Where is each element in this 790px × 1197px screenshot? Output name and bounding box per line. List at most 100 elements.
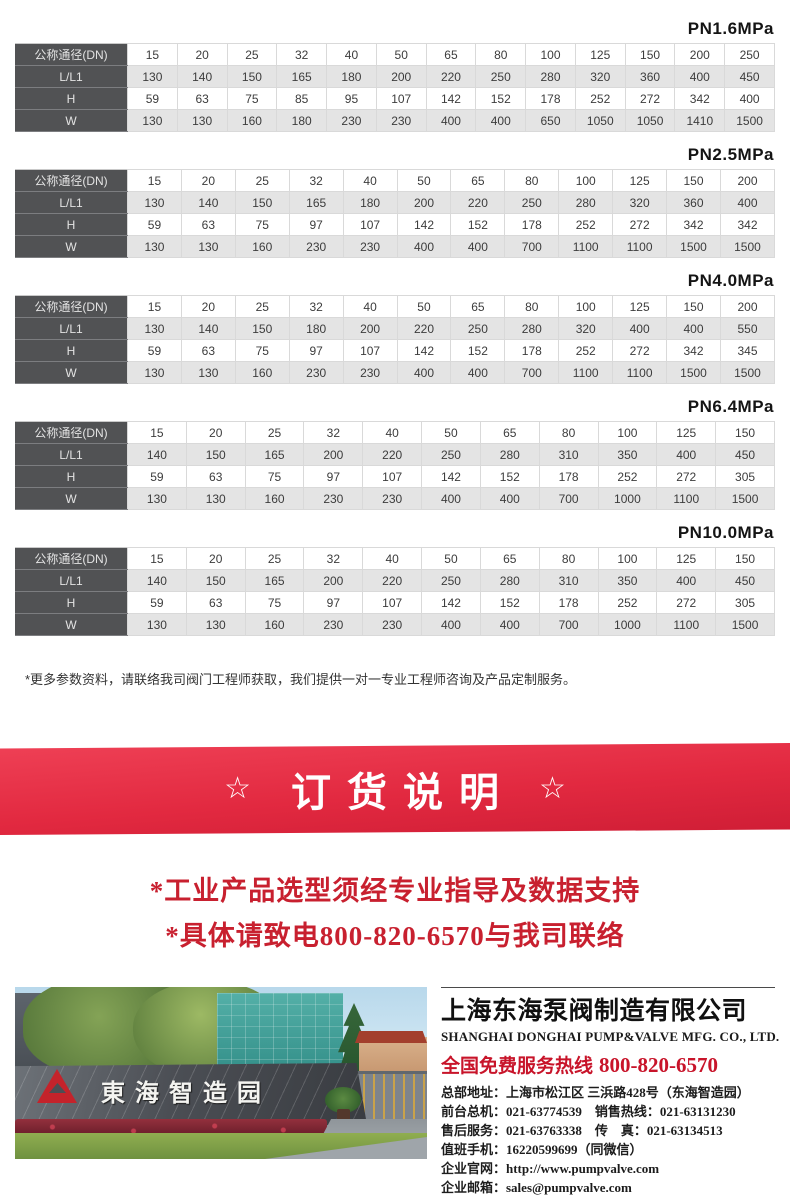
table-cell: 32: [288, 295, 344, 318]
table-cell: 125: [656, 547, 717, 570]
table-cell: 130: [127, 191, 182, 214]
table-cell: 80: [538, 421, 599, 444]
table-row: W 130 130 160 230 230 400 400 700 1100 1100 1500 150…: [15, 235, 776, 258]
table-cell: 400: [450, 361, 506, 384]
table-cell: 142: [396, 213, 452, 236]
warning-line: *工业产品选型须经专业指导及数据支持: [149, 876, 641, 906]
table-cell: 140: [180, 317, 236, 340]
table-cell: 80: [504, 169, 560, 192]
table-cell: 342: [666, 213, 721, 236]
table-cell: 15: [127, 295, 182, 318]
spec-table-block: PN4.0MPa 公称通径(DN) 15 20 25 32 40 50 65 80 100 125 15…: [0, 271, 790, 384]
table-cell: 700: [504, 361, 560, 384]
photo-roof: [355, 1031, 427, 1043]
table-cell: 80: [504, 295, 560, 318]
photo-sign-wall: [15, 1063, 367, 1125]
table-cell: 150: [185, 443, 246, 466]
table-cell: 150: [234, 191, 290, 214]
service-hotline: 全国免费服务热线 800-820-6570: [441, 1051, 775, 1078]
row-label: W: [15, 235, 128, 258]
table-cell: 65: [425, 43, 477, 66]
table-cell: 32: [303, 421, 364, 444]
table-cell: 130: [127, 65, 178, 88]
company-logo-icon: [49, 1083, 66, 1093]
table-cell: 150: [666, 295, 721, 318]
table-cell: 107: [362, 591, 423, 614]
table-cell: 1000: [597, 613, 658, 636]
table-cell: 1500: [724, 109, 775, 132]
table-cell: 400: [396, 361, 452, 384]
table-cell: 220: [362, 569, 423, 592]
sign-text: 東海智造园: [101, 1080, 271, 1107]
contact-line: 售后服务：021-63763338 传 真：021-63134513: [441, 1123, 723, 1138]
pressure-rating-title: PN1.6MPa: [687, 19, 774, 38]
table-cell: 160: [234, 361, 290, 384]
table-cell: 150: [624, 43, 676, 66]
table-cell: 25: [244, 421, 305, 444]
table-cell: 142: [421, 591, 481, 614]
table-cell: 40: [326, 43, 377, 66]
contact-line: 企业邮箱：sales@pumpvalve.com: [441, 1180, 632, 1195]
hotline-label: 全国免费服务热线: [441, 1056, 594, 1077]
table-cell: 350: [597, 443, 658, 466]
row-label: L/L1: [15, 443, 128, 466]
table-cell: 125: [612, 295, 668, 318]
table-cell: 1050: [574, 109, 626, 132]
table-cell: 107: [375, 87, 427, 110]
table-cell: 65: [450, 169, 506, 192]
table-cell: 320: [612, 191, 668, 214]
table-cell: 360: [624, 65, 676, 88]
table-cell: 400: [396, 235, 452, 258]
table-cell: 200: [719, 295, 776, 318]
table-cell: 63: [185, 591, 246, 614]
table-cell: 178: [538, 465, 599, 488]
table-cell: 250: [475, 65, 527, 88]
table-cell: 178: [525, 87, 576, 110]
row-label: H: [15, 591, 128, 614]
table-cell: 100: [597, 547, 658, 570]
table-cell: 1100: [558, 361, 614, 384]
table-cell: 1500: [719, 235, 776, 258]
table-cell: 25: [244, 547, 305, 570]
table-cell: 65: [479, 421, 540, 444]
table-cell: 59: [127, 213, 182, 236]
star-icon: ☆: [539, 772, 566, 805]
table-cell: 50: [375, 43, 427, 66]
table-cell: 130: [127, 613, 187, 636]
hotline-number: 800-820-6570: [599, 1053, 719, 1077]
table-cell: 178: [504, 213, 560, 236]
table-cell: 180: [326, 65, 377, 88]
table-cell: 250: [450, 317, 506, 340]
table-cell: 450: [724, 65, 775, 88]
order-banner: ☆ 订货说明 ☆: [0, 743, 790, 835]
row-label: L/L1: [15, 65, 128, 88]
table-cell: 125: [574, 43, 626, 66]
table-cell: 550: [719, 317, 776, 340]
table-cell: 305: [715, 465, 775, 488]
table-cell: 180: [288, 317, 344, 340]
table-cell: 107: [362, 465, 423, 488]
row-label: H: [15, 465, 128, 488]
table-cell: 100: [525, 43, 576, 66]
table-cell: 50: [421, 421, 481, 444]
spec-tables: PN1.6MPa 公称通径(DN) 15 20 25 32 40 50 65 80 100 125 15…: [0, 19, 790, 636]
row-label: W: [15, 487, 128, 510]
warning-notes: *工业产品选型须经专业指导及数据支持 *具体请致电800-820-6570与我司…: [0, 869, 790, 953]
table-row: W 130 130 160 230 230 400 400 700 1000 1100 1500: [15, 613, 775, 636]
table-cell: 1100: [656, 487, 717, 510]
row-label: 公称通径(DN): [15, 43, 128, 66]
table-cell: 250: [724, 43, 775, 66]
table-cell: 342: [719, 213, 776, 236]
table-cell: 97: [288, 213, 344, 236]
table-row: H 59 63 75 97 107 142 152 178 252 272 305: [15, 591, 775, 614]
table-cell: 450: [715, 569, 775, 592]
table-cell: 75: [234, 213, 290, 236]
row-label: W: [15, 109, 128, 132]
row-label: L/L1: [15, 317, 128, 340]
table-cell: 360: [666, 191, 721, 214]
table-cell: 63: [180, 339, 236, 362]
photo-plant: [325, 1087, 361, 1113]
table-cell: 152: [450, 339, 506, 362]
row-label: 公称通径(DN): [15, 169, 128, 192]
table-row: 公称通径(DN) 15 20 25 32 40 50 65 80 100 125 150: [15, 547, 775, 570]
